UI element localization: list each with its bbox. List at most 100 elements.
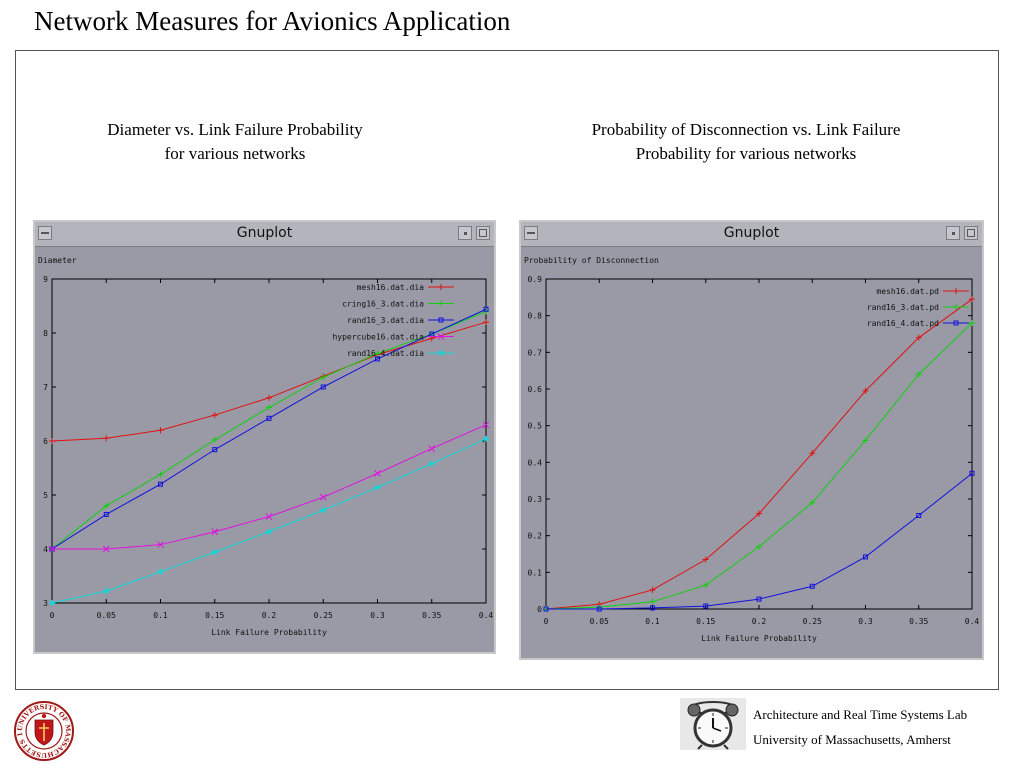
gnuplot-window-diameter: Gnuplot 3 4 5 6 7 8 9 0 0.05 0.1 0.15 0.2 0.25 0.3 0.3… <box>33 220 496 654</box>
series-line <box>51 310 487 550</box>
data-point <box>103 435 110 442</box>
x-tick-label: 0.35 <box>422 611 441 620</box>
data-point <box>702 582 709 589</box>
x-tick-label: 0.2 <box>752 617 767 626</box>
data-point <box>374 484 381 491</box>
x-tick-label: 0.3 <box>370 611 385 620</box>
x-tick-label: 0.2 <box>262 611 277 620</box>
data-point <box>211 412 218 419</box>
left-caption-line1: Diameter vs. Link Failure Probability <box>107 120 363 139</box>
data-point <box>265 513 273 520</box>
x-tick-label: 0.15 <box>696 617 715 626</box>
data-point <box>969 296 975 303</box>
plot-frame <box>545 278 973 610</box>
y-tick-label: 0.6 <box>528 385 543 394</box>
legend-marker <box>953 304 959 310</box>
series-hypercube16.dat.dia <box>48 421 490 553</box>
series-line <box>545 322 973 610</box>
window-title: Gnuplot <box>723 225 780 241</box>
university-seal-logo: UNIVERSITY OF MASSACHUSETTS 1863 <box>14 701 74 761</box>
data-point <box>483 306 489 312</box>
data-point <box>211 549 218 556</box>
data-point <box>702 556 709 563</box>
legend-label: rand16_3.dat.pd <box>867 303 939 312</box>
y-tick-label: 0.9 <box>528 275 543 284</box>
x-tick-label: 0 <box>544 617 549 626</box>
series-cring16_3.dat.dia <box>49 308 489 552</box>
data-point <box>916 513 922 518</box>
legend-label: rand16_3.dat.dia <box>347 316 424 325</box>
data-point <box>809 450 816 457</box>
data-point <box>212 447 218 453</box>
y-tick-label: 0 <box>537 605 542 614</box>
data-point <box>103 502 110 509</box>
series-line <box>545 298 973 610</box>
left-caption-line2: for various networks <box>164 144 306 163</box>
data-point <box>48 545 56 553</box>
data-point <box>157 427 164 434</box>
x-axis-label: Link Failure Probability <box>211 628 327 637</box>
content-frame <box>15 50 999 690</box>
gnuplot-title-bar[interactable]: Gnuplot <box>521 222 982 247</box>
window-menu-icon[interactable] <box>38 226 52 240</box>
plot-frame <box>51 278 487 604</box>
series-mesh16.dat.pd <box>543 296 975 612</box>
x-tick-label: 0.15 <box>205 611 224 620</box>
data-point <box>49 438 55 444</box>
data-point <box>428 445 436 452</box>
data-point <box>266 415 272 421</box>
maximize-icon[interactable] <box>476 226 490 240</box>
left-chart-caption: Diameter vs. Link Failure Probability fo… <box>60 118 410 166</box>
data-point <box>915 334 922 341</box>
data-point <box>211 436 218 443</box>
slide-title: Network Measures for Avionics Applicatio… <box>34 6 511 36</box>
data-point <box>157 541 164 549</box>
minimize-icon[interactable] <box>458 226 472 240</box>
y-tick-label: 5 <box>43 491 48 500</box>
data-point <box>320 374 327 381</box>
y-tick-label: 6 <box>43 437 48 446</box>
window-menu-icon[interactable] <box>524 226 538 240</box>
series-line <box>51 438 487 604</box>
x-tick-label: 0 <box>50 611 55 620</box>
alarm-clock-logo <box>680 698 746 750</box>
data-point <box>211 528 219 536</box>
data-point <box>158 481 163 487</box>
data-point <box>483 319 489 326</box>
legend-marker <box>438 317 444 323</box>
y-axis-label: Diameter <box>38 256 77 265</box>
data-point <box>809 499 816 506</box>
data-point <box>374 350 381 357</box>
y-tick-label: 0.3 <box>528 495 543 504</box>
gnuplot-title-bar[interactable]: Gnuplot <box>35 222 494 247</box>
y-tick-label: 7 <box>43 383 48 392</box>
x-tick-label: 0.1 <box>645 617 660 626</box>
lab-name: Architecture and Real Time Systems Lab <box>753 707 968 722</box>
x-tick-label: 0.05 <box>97 611 116 620</box>
y-tick-label: 0.7 <box>528 348 543 357</box>
y-tick-label: 0.1 <box>528 568 543 577</box>
x-tick-label: 0.25 <box>314 611 333 620</box>
data-point <box>649 598 656 605</box>
disconnection-chart: 0 0.1 0.2 0.3 0.4 0.5 0.6 0.7 0.8 0.9 0 0.05 0.1 0.15… <box>524 256 979 643</box>
y-tick-label: 0.4 <box>528 458 543 467</box>
series-rand16_3.dat.dia <box>49 306 489 552</box>
y-axis-label: Probability of Disconnection <box>524 256 659 265</box>
data-point <box>319 493 327 501</box>
data-point <box>915 371 922 378</box>
maximize-icon[interactable] <box>964 226 978 240</box>
y-tick-label: 9 <box>43 275 48 284</box>
data-point <box>266 394 272 401</box>
data-point <box>428 460 435 467</box>
data-point <box>103 588 110 595</box>
y-tick-label: 0.8 <box>528 312 543 321</box>
x-tick-label: 0.1 <box>153 611 168 620</box>
data-point <box>266 404 272 411</box>
legend-label: mesh16.dat.pd <box>876 287 939 296</box>
right-caption-line2: Probability for various networks <box>635 144 857 163</box>
minimize-icon[interactable] <box>946 226 960 240</box>
x-tick-label: 0.35 <box>909 617 928 626</box>
legend-marker <box>438 350 444 356</box>
series-mesh16.dat.dia <box>49 319 489 444</box>
y-tick-label: 0.5 <box>528 422 543 431</box>
